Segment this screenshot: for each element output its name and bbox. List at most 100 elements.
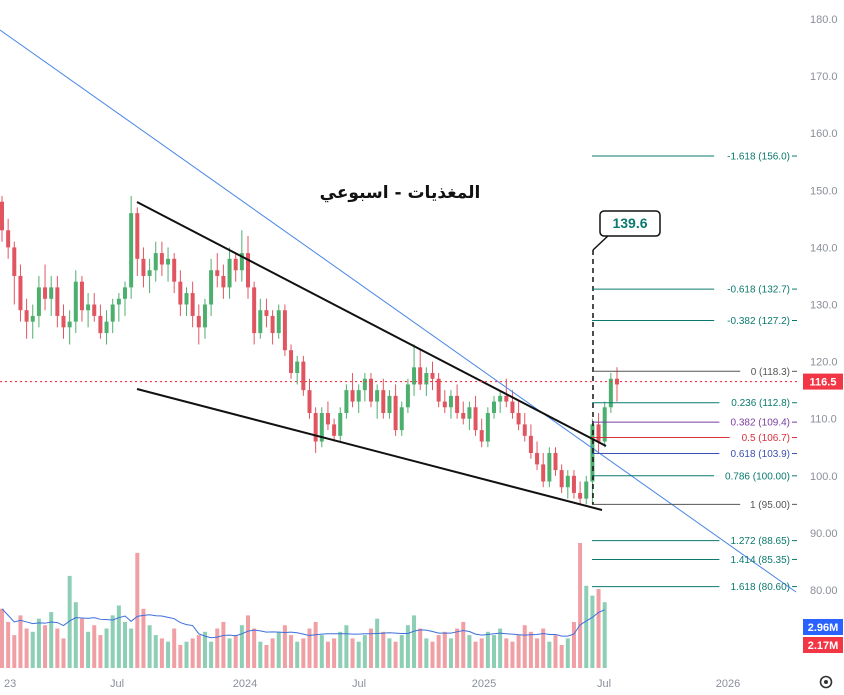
fib-level[interactable]: 0 (118.3) (592, 367, 797, 378)
volume-bar (510, 641, 515, 668)
candle (492, 395, 496, 419)
candle (276, 304, 281, 339)
candle (196, 304, 201, 345)
candle (325, 401, 330, 431)
fib-level[interactable]: 0.5 (106.7) (592, 433, 797, 444)
volume-bar (424, 638, 429, 668)
volume-bar (246, 615, 250, 668)
fib-level-label: 0 (118.3) (751, 367, 790, 378)
candle (135, 207, 140, 276)
candle (36, 275, 41, 328)
volume-bar (61, 638, 66, 668)
volume-layer (0, 543, 607, 668)
wedge-lower-line[interactable] (136, 388, 603, 511)
volume-ma-line (1, 608, 605, 639)
candle (159, 241, 164, 276)
time-tick-label: 23 (4, 678, 16, 690)
wedge-upper-line[interactable] (136, 201, 607, 447)
candle (49, 275, 54, 316)
volume-bar (430, 641, 435, 668)
long-trendline[interactable] (0, 29, 797, 593)
candle (313, 407, 318, 453)
candle (565, 470, 570, 499)
candle (301, 355, 306, 396)
volume-bar (596, 589, 601, 668)
fib-level[interactable]: -1.618 (156.0) (592, 152, 797, 163)
candle (92, 293, 97, 322)
fib-level-label: 1.414 (85.35) (731, 555, 791, 566)
fib-level[interactable]: 1.272 (88.65) (592, 536, 797, 547)
price-tick-label: 100.0 (810, 471, 838, 483)
candle (430, 361, 435, 391)
volume-bar (313, 621, 318, 668)
volume-bar (565, 638, 570, 668)
volume-value: 2.17M (808, 640, 839, 652)
fib-level-label: -0.382 (127.2) (727, 316, 790, 327)
volume-bar (541, 628, 546, 668)
candle (571, 470, 576, 499)
candle (412, 344, 417, 396)
candle (448, 390, 453, 419)
fib-level[interactable]: 1 (95.00) (592, 500, 797, 511)
fib-level[interactable]: -0.382 (127.2) (592, 316, 797, 327)
target-label: 139.6 (612, 215, 647, 231)
candle (553, 447, 558, 476)
candle (418, 350, 423, 391)
volume-bar (455, 628, 460, 668)
volume-bar (375, 618, 380, 668)
last-price-badge (803, 373, 843, 390)
volume-bar (442, 631, 447, 668)
volume-bar (578, 543, 583, 668)
volume-bar (571, 621, 576, 668)
time-tick-label: 2025 (472, 678, 496, 690)
volume-value: 2.96M (808, 622, 839, 634)
volume-bar (485, 631, 490, 668)
fib-level[interactable]: 0.786 (100.00) (592, 471, 797, 482)
candle (12, 241, 17, 305)
volume-bar (221, 621, 226, 668)
target-callout-box[interactable] (599, 210, 661, 237)
fibonacci-levels[interactable]: -1.618 (156.0) -0.618 (132.7) -0.382 (127.… (592, 152, 797, 594)
fib-level[interactable]: -0.618 (132.7) (592, 285, 797, 296)
volume-bar (393, 641, 398, 668)
volume-bar (325, 641, 330, 668)
volume-bar (104, 628, 109, 668)
candle (0, 196, 4, 242)
candle (215, 253, 220, 288)
volume-bar (559, 644, 564, 668)
candle (608, 373, 613, 413)
candle (190, 281, 195, 328)
candle (141, 247, 146, 288)
candle (498, 390, 503, 413)
volume-bar (190, 638, 195, 668)
volume-bar (215, 628, 220, 668)
candle (584, 475, 589, 505)
volume-bar (166, 641, 171, 668)
candle (455, 384, 460, 419)
price-tick-label: 110.0 (810, 414, 837, 426)
candle (153, 241, 158, 282)
fib-level[interactable]: 0.236 (112.8) (592, 398, 797, 409)
fib-level[interactable]: 0.618 (103.9) (592, 449, 797, 460)
volume-bar (209, 641, 214, 668)
volume-bar (18, 615, 23, 668)
candle (578, 481, 583, 505)
fib-level-label: 0.5 (106.7) (742, 433, 790, 444)
fib-level[interactable]: 1.618 (80.60) (592, 582, 797, 593)
candle (528, 424, 533, 459)
candle (289, 344, 294, 379)
candle (79, 275, 84, 322)
candle (442, 390, 447, 413)
volume-bar (461, 621, 466, 668)
volume-bar (307, 628, 312, 668)
fib-level[interactable]: 1.414 (85.35) (592, 555, 797, 566)
price-axis: 180.0 170.0 160.0 150.0 140.0 130.0 120.0 110.0… (810, 14, 838, 597)
volume-bar (522, 625, 527, 668)
settings-icon[interactable] (819, 675, 833, 689)
volume-bar (584, 585, 589, 668)
volume-bar (492, 635, 496, 668)
fib-level[interactable]: 0.382 (109.4) (592, 418, 797, 429)
volume-bar (301, 638, 306, 668)
volume-bar (98, 635, 103, 668)
